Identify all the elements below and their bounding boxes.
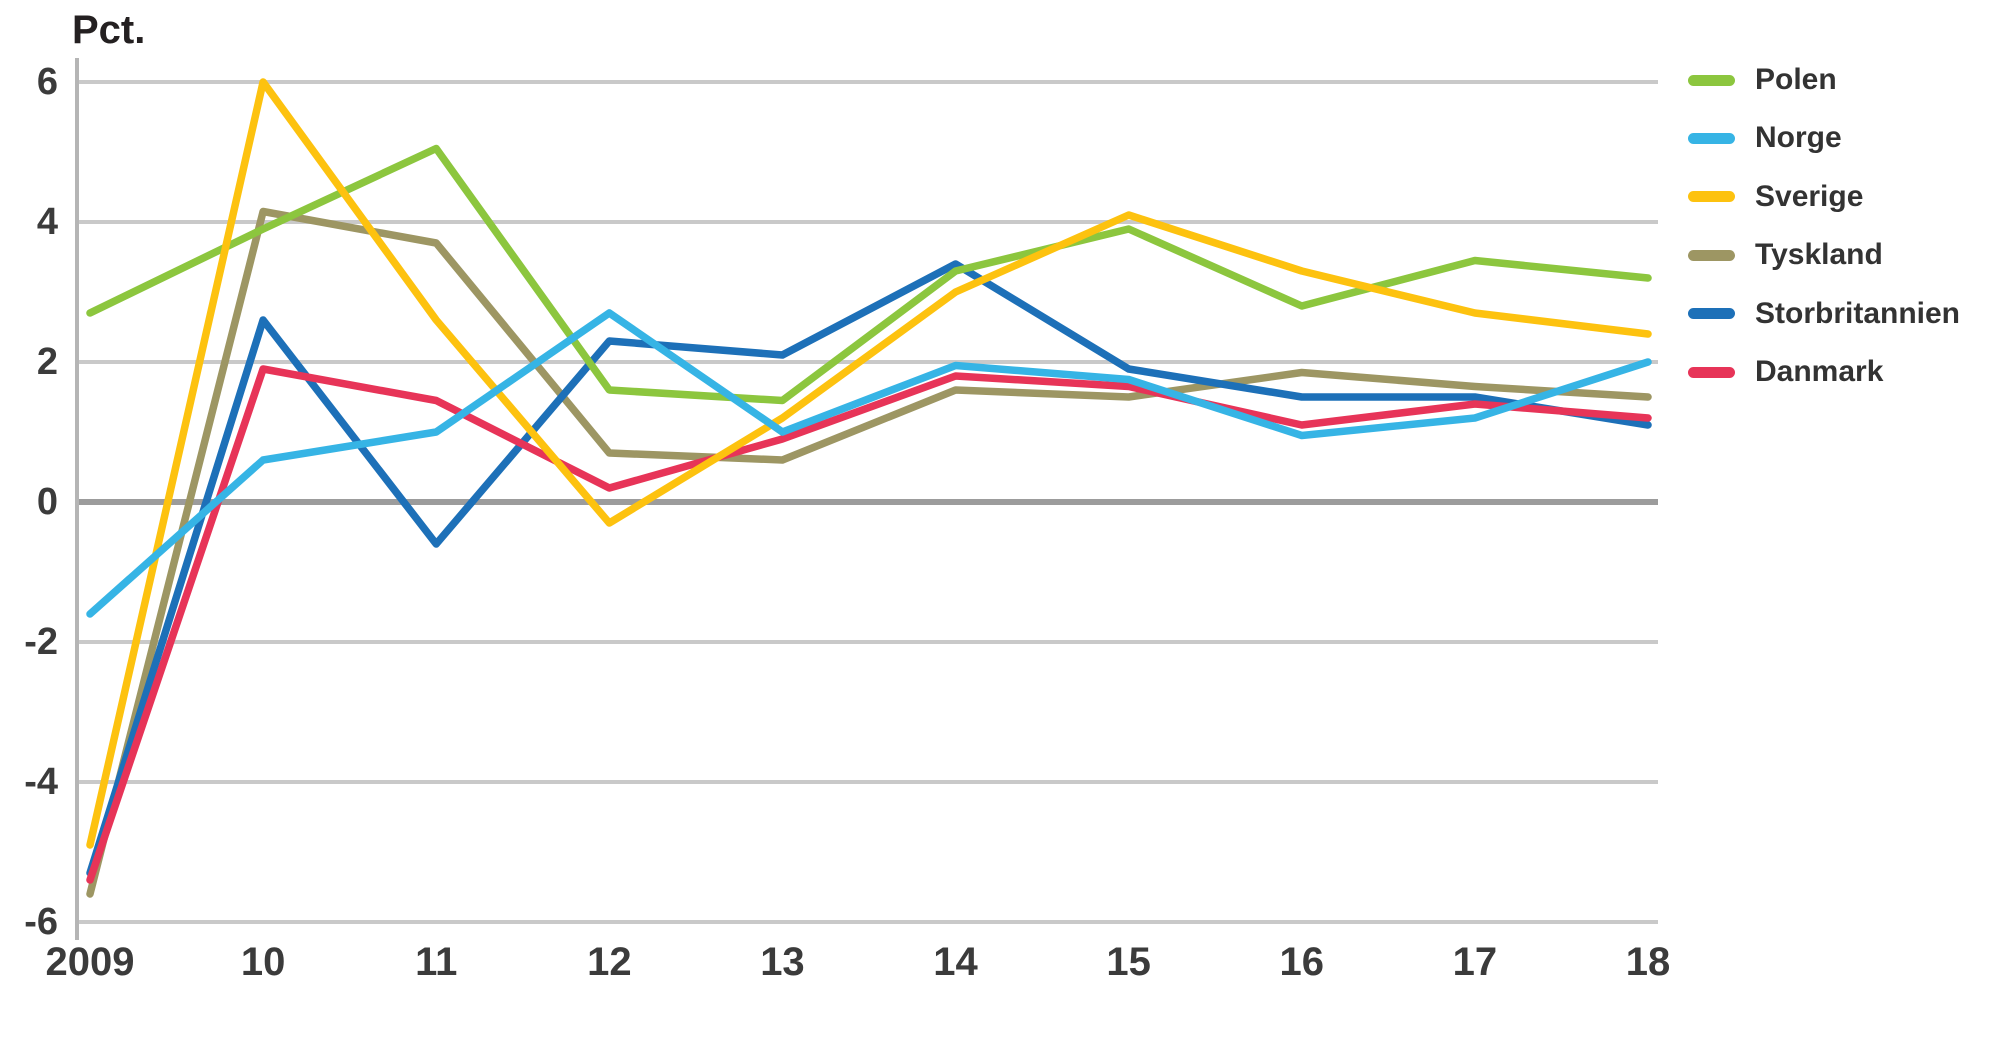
x-tick-label: 12 (587, 940, 632, 984)
y-tick-label: -6 (24, 901, 58, 943)
x-tick-label: 14 (933, 940, 978, 984)
x-tick-label: 13 (760, 940, 805, 984)
legend-label: Polen (1755, 63, 1837, 96)
series-line-polen (86, 144, 1652, 405)
x-tick-label: 15 (1106, 940, 1151, 984)
y-tick-label: -2 (24, 621, 58, 663)
y-tick-label: -4 (24, 761, 58, 803)
legend-swatch-sverige (1688, 191, 1735, 203)
x-tick-label: 16 (1279, 940, 1325, 984)
series-line-sverige (86, 78, 1652, 849)
series-line-tyskland (86, 207, 1652, 898)
y-tick-label: 6 (36, 61, 58, 103)
legend-label: Danmark (1755, 355, 1884, 388)
x-tick-label: 17 (1452, 940, 1498, 984)
legend-item-norge: Norge (1688, 116, 1842, 160)
x-tick-label: 11 (415, 940, 458, 984)
legend-label: Storbritannien (1755, 296, 1961, 330)
legend-item-tyskland: Tyskland (1688, 233, 1883, 277)
legend-swatch-tyskland (1688, 249, 1735, 261)
y-axis-title: Pct. (72, 8, 146, 52)
legend-label: Norge (1755, 121, 1842, 155)
legend-item-danmark: Danmark (1688, 350, 1883, 394)
series-line-norge (86, 309, 1652, 618)
x-tick-label: 18 (1625, 940, 1671, 984)
legend-swatch-polen (1688, 74, 1735, 86)
series-line-storbritannien (86, 260, 1652, 877)
y-tick-label: 2 (36, 341, 58, 383)
legend-swatch-norge (1688, 132, 1735, 144)
series-line-danmark (86, 365, 1652, 884)
legend-swatch-danmark (1688, 366, 1735, 378)
y-tick-label: 4 (36, 201, 58, 243)
x-tick-label: 10 (240, 940, 286, 984)
legend-item-sverige: Sverige (1688, 175, 1863, 219)
legend-item-polen: Polen (1688, 58, 1837, 102)
legend-item-storbritannien: Storbritannien (1688, 292, 1960, 336)
y-tick-label: 0 (36, 481, 58, 523)
x-tick-label: 2009 (45, 940, 135, 984)
legend-label: Tyskland (1755, 238, 1883, 272)
legend-label: Sverige (1755, 179, 1864, 213)
legend-swatch-storbritannien (1688, 308, 1735, 320)
